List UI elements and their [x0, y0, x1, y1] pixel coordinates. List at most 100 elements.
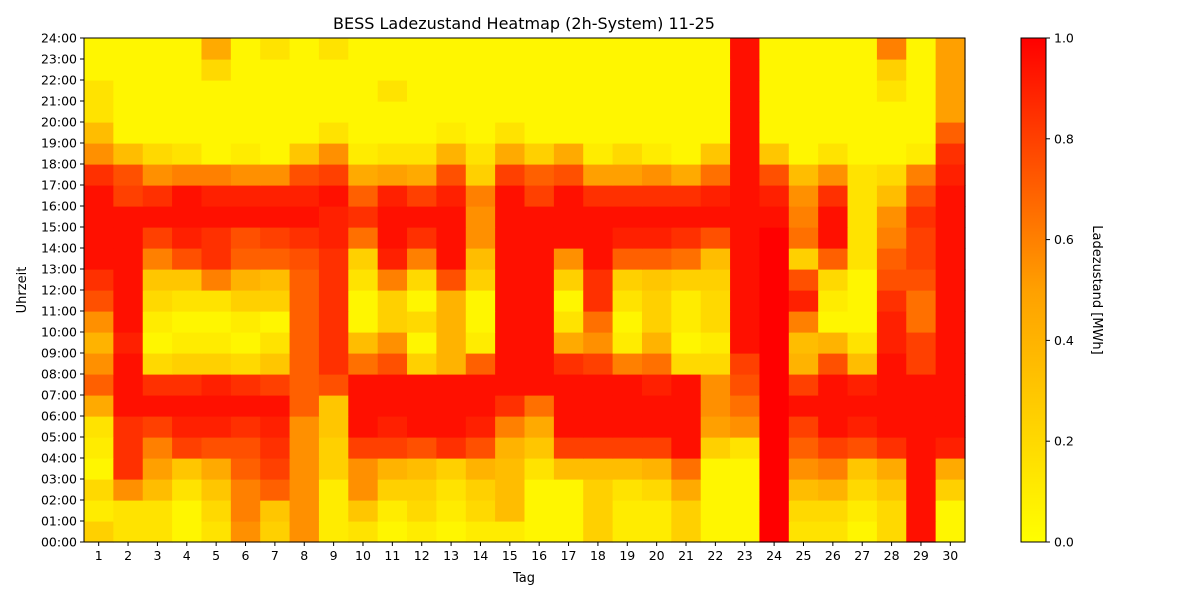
heatmap-cell: [847, 521, 878, 543]
heatmap-cell: [318, 332, 349, 354]
heatmap-cell: [465, 311, 496, 333]
heatmap-cell: [142, 437, 173, 459]
heatmap-cell: [465, 38, 496, 60]
heatmap-cell: [730, 479, 761, 501]
heatmap-cell: [201, 374, 232, 396]
heatmap-cell: [172, 353, 203, 375]
heatmap-cell: [172, 374, 203, 396]
heatmap-cell: [113, 227, 144, 249]
heatmap-cell: [113, 311, 144, 333]
heatmap-cell: [377, 269, 408, 291]
heatmap-cell: [377, 143, 408, 165]
heatmap-cell: [671, 458, 702, 480]
heatmap-cell: [612, 143, 643, 165]
heatmap-cell: [348, 206, 379, 228]
heatmap-cell: [847, 80, 878, 102]
heatmap-cell: [318, 521, 349, 543]
heatmap-cell: [730, 521, 761, 543]
heatmap-cell: [260, 332, 291, 354]
heatmap-cell: [377, 311, 408, 333]
heatmap-cell: [142, 395, 173, 417]
heatmap-cell: [348, 59, 379, 81]
heatmap-cell: [495, 437, 526, 459]
heatmap-cell: [407, 521, 437, 543]
heatmap-cell: [407, 59, 437, 81]
heatmap-cell: [84, 248, 114, 270]
heatmap-cell: [495, 38, 526, 60]
heatmap-cell: [730, 248, 761, 270]
heatmap-cell: [583, 521, 614, 543]
heatmap-cell: [671, 416, 702, 438]
heatmap-cell: [935, 143, 966, 165]
heatmap-cell: [407, 185, 437, 207]
heatmap-cell: [788, 206, 819, 228]
heatmap-cell: [876, 80, 907, 102]
heatmap-cell: [377, 353, 408, 375]
heatmap-cell: [553, 521, 584, 543]
heatmap-cell: [759, 353, 790, 375]
colorbar-tick-label: 0.4: [1054, 333, 1074, 348]
heatmap-cell: [524, 185, 555, 207]
heatmap-cell: [289, 437, 320, 459]
y-tick-label: 04:00: [41, 451, 77, 466]
heatmap-cell: [788, 227, 819, 249]
heatmap-cell: [407, 374, 437, 396]
heatmap-cell: [289, 458, 320, 480]
heatmap-cell: [377, 80, 408, 102]
heatmap-cell: [113, 38, 144, 60]
heatmap-cell: [730, 290, 761, 312]
heatmap-cell: [612, 332, 643, 354]
heatmap-cell: [553, 248, 584, 270]
heatmap-cell: [700, 500, 731, 522]
heatmap-cell: [524, 269, 555, 291]
heatmap-cell: [377, 122, 408, 144]
heatmap-cell: [436, 269, 467, 291]
heatmap-cell: [436, 290, 467, 312]
heatmap-cell: [113, 59, 144, 81]
heatmap-cell: [495, 416, 526, 438]
heatmap-cell: [230, 269, 261, 291]
heatmap-cell: [172, 38, 203, 60]
heatmap-cell: [230, 395, 261, 417]
heatmap-cell: [847, 290, 878, 312]
heatmap-cell: [759, 290, 790, 312]
heatmap-cell: [583, 143, 614, 165]
y-tick-label: 06:00: [41, 409, 77, 424]
heatmap-cell: [436, 38, 467, 60]
heatmap-cell: [935, 206, 966, 228]
heatmap-cell: [524, 458, 555, 480]
heatmap-cell: [201, 353, 232, 375]
heatmap-cell: [201, 290, 232, 312]
heatmap-cell: [788, 290, 819, 312]
heatmap-cell: [524, 416, 555, 438]
heatmap-cell: [671, 248, 702, 270]
heatmap-cell: [612, 416, 643, 438]
heatmap-cell: [84, 458, 114, 480]
heatmap-cell: [289, 248, 320, 270]
heatmap-cell: [524, 332, 555, 354]
heatmap-cell: [113, 101, 144, 123]
heatmap-cell: [759, 521, 790, 543]
heatmap-cell: [847, 311, 878, 333]
heatmap-cell: [583, 59, 614, 81]
heatmap-cell: [553, 206, 584, 228]
heatmap-cell: [84, 437, 114, 459]
heatmap-cell: [583, 122, 614, 144]
heatmap-cell: [906, 353, 937, 375]
heatmap-cell: [788, 101, 819, 123]
y-tick-label: 00:00: [41, 535, 77, 550]
heatmap-cell: [612, 206, 643, 228]
x-tick-label: 25: [796, 548, 812, 563]
heatmap-cell: [553, 458, 584, 480]
heatmap-cell: [436, 206, 467, 228]
heatmap-cell: [436, 311, 467, 333]
heatmap-cell: [348, 227, 379, 249]
heatmap-cell: [172, 101, 203, 123]
heatmap-cell: [495, 227, 526, 249]
y-tick-label: 02:00: [41, 493, 77, 508]
heatmap-cell: [318, 80, 349, 102]
heatmap-cell: [260, 227, 291, 249]
x-axis-label: Tag: [512, 571, 535, 586]
heatmap-cell: [524, 227, 555, 249]
heatmap-cell: [730, 38, 761, 60]
